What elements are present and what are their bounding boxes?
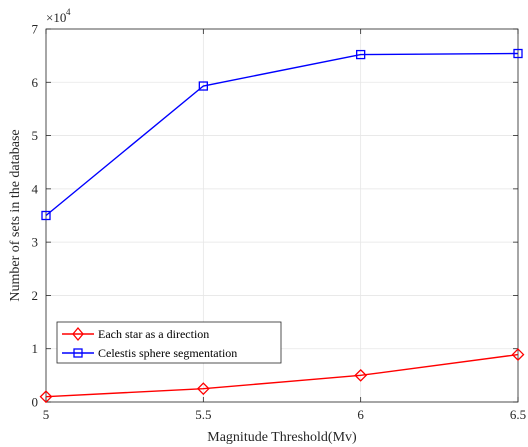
- data-point-diamond: [196, 382, 210, 396]
- data-point-square: [356, 49, 366, 60]
- y-tick-label: 7: [32, 22, 39, 37]
- axis-ticks: 5 5.5 6 6.5 0 1 2 3 4 5 6 7: [32, 22, 527, 423]
- y-tick-label: 1: [32, 341, 39, 356]
- data-point-diamond: [39, 390, 53, 404]
- legend-marker-diamond: [72, 326, 84, 342]
- y-tick-label: 3: [32, 235, 39, 250]
- y-exponent-power: 4: [66, 7, 71, 17]
- y-axis-title: Number of sets in the database: [8, 129, 23, 301]
- data-point-square: [513, 48, 523, 59]
- y-tick-label: 4: [32, 181, 39, 196]
- legend-box: [56, 321, 282, 364]
- x-tick-label: 6.5: [510, 407, 526, 422]
- y-tick-label: 0: [32, 395, 39, 410]
- y-tick-label: 6: [32, 75, 39, 90]
- data-point-square: [41, 210, 51, 221]
- legend-label-celestis: Celestis sphere segmentation: [98, 346, 237, 360]
- y-tick-label: 5: [32, 128, 39, 143]
- series-line-1: [45, 52, 519, 217]
- legend-marker-square: [73, 348, 83, 358]
- series-line-0: [45, 353, 519, 398]
- data-point-diamond: [354, 368, 368, 382]
- y-tick-label: 2: [32, 288, 39, 303]
- data-point-square: [198, 81, 208, 91]
- x-tick-label: 5.5: [195, 407, 211, 422]
- x-axis-title: Magnitude Threshold(Mv): [207, 430, 357, 445]
- data-point-diamond: [511, 348, 525, 361]
- grid-lines: [45, 28, 519, 403]
- legend: Each star as a direction Celestis sphere…: [56, 321, 282, 364]
- legend-label-each-star: Each star as a direction: [98, 327, 209, 341]
- x-tick-label: 5: [43, 407, 50, 422]
- series-lines: [39, 48, 525, 404]
- y-exponent-base: ×10: [46, 10, 66, 25]
- x-tick-label: 6: [357, 407, 364, 422]
